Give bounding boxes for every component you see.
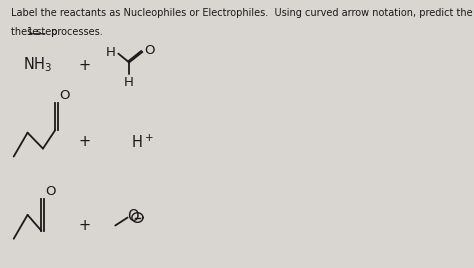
Text: 1 step: 1 step [27, 27, 57, 37]
Text: NH$_3$: NH$_3$ [23, 56, 52, 75]
Text: +: + [78, 135, 91, 150]
Text: O: O [128, 209, 139, 224]
Text: +: + [78, 218, 91, 233]
Text: processes.: processes. [48, 27, 103, 37]
Text: O: O [59, 89, 70, 102]
Text: +: + [78, 58, 91, 73]
Text: these: these [10, 27, 41, 37]
Text: Label the reactants as Nucleophiles or Electrophiles.  Using curved arrow notati: Label the reactants as Nucleophiles or E… [10, 8, 474, 18]
Text: O: O [144, 44, 155, 57]
Text: O: O [45, 185, 55, 198]
Text: H$^+$: H$^+$ [131, 133, 154, 151]
Text: H: H [106, 46, 116, 59]
Text: H: H [124, 76, 134, 90]
